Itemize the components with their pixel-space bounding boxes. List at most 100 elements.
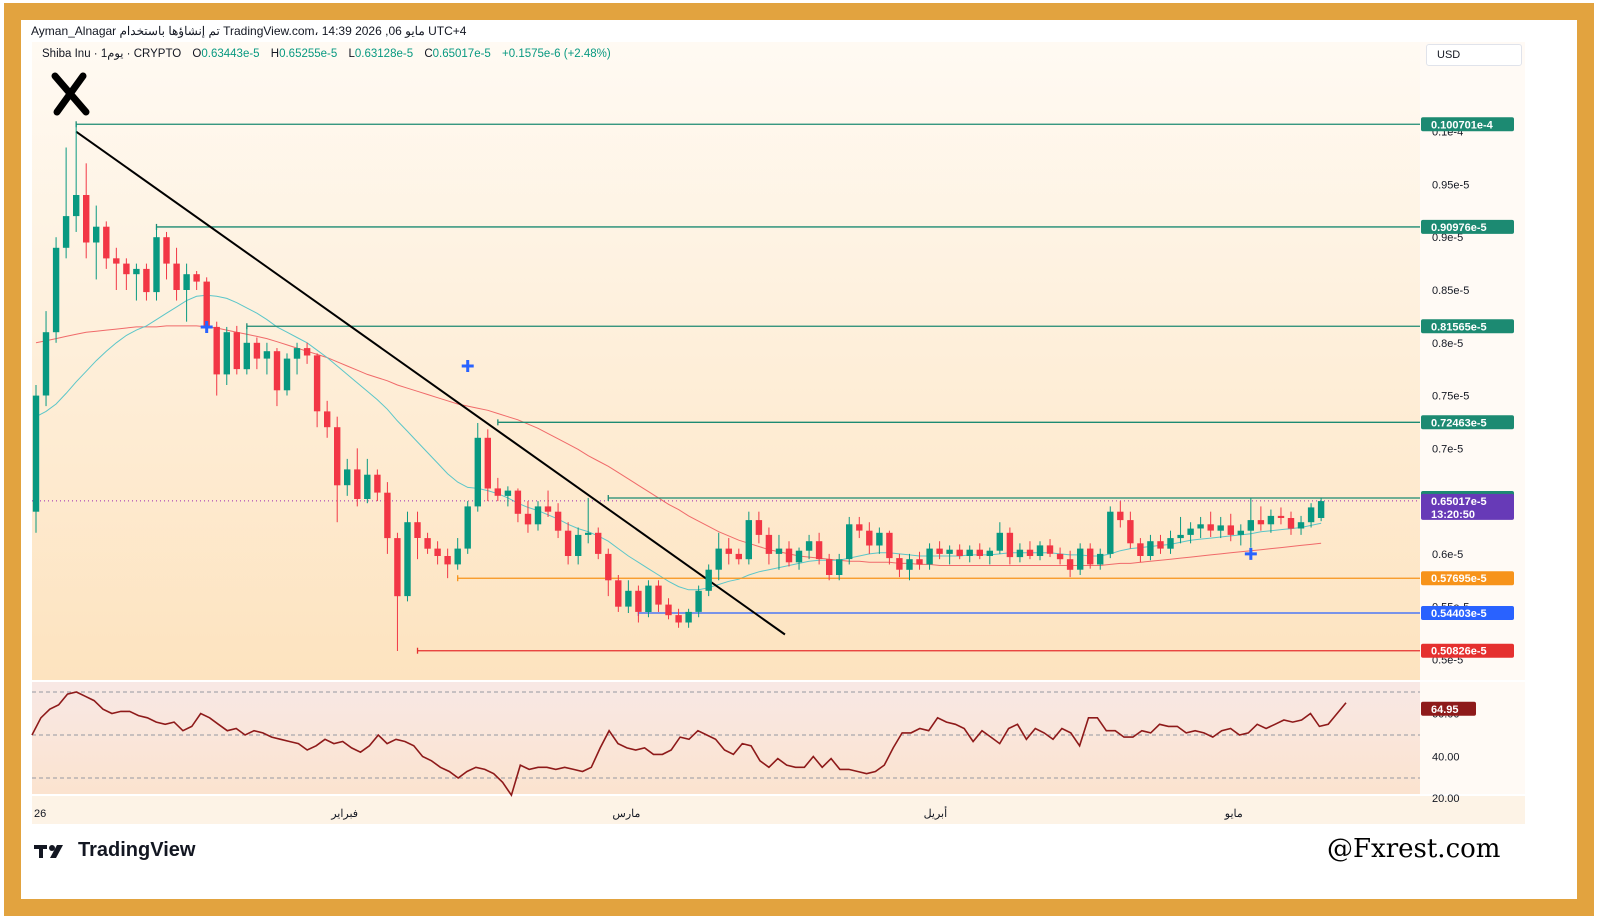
candle-body-123: [1267, 515, 1275, 525]
ma-slow-line: [35, 325, 1322, 566]
candle-body-29: [324, 411, 331, 428]
candle-body-89: [926, 548, 933, 565]
candle-body-105: [1087, 548, 1094, 565]
candle-body-22: [253, 342, 261, 359]
candle-body-39: [424, 538, 431, 549]
candle-body-55: [585, 532, 592, 535]
plus-marker-icon-2: [1244, 547, 1257, 560]
price-pane[interactable]: [32, 42, 1420, 680]
candle-body-26: [293, 348, 301, 359]
candle-body-60: [635, 590, 642, 612]
candle-body-90: [936, 548, 943, 554]
rsi-tick-2: 20.00: [1432, 793, 1460, 805]
price-tick-6: 0.7e-5: [1432, 443, 1463, 455]
trendline: [75, 130, 786, 636]
candle-body-103: [1066, 559, 1074, 570]
candle-body-97: [1006, 532, 1014, 558]
candle-body-100: [1036, 545, 1044, 556]
level-label-bg-1: [1421, 219, 1514, 234]
candle-body-120: [1237, 530, 1244, 535]
candle-body-20: [233, 332, 240, 370]
candle-body-14: [173, 263, 180, 290]
candle-body-51: [544, 506, 552, 512]
candle-body-13: [163, 237, 170, 264]
rsi-pane[interactable]: [32, 682, 1420, 794]
time-label-4: مايو: [1224, 808, 1243, 820]
candle-body-21: [243, 342, 250, 370]
candle-body-46: [494, 488, 501, 496]
level-label-bg-2: [1421, 319, 1514, 334]
candle-body-8: [113, 258, 120, 264]
candle-body-84: [876, 532, 883, 546]
change-value: +0.1575e-6 (+2.48%): [502, 48, 611, 60]
level-label-bg-7: [1421, 643, 1514, 658]
candle-body-76: [795, 550, 803, 563]
rsi-tick-1: 40.00: [1432, 752, 1460, 764]
level-label-6: 0.54403e-5: [1431, 608, 1487, 620]
candle-body-67: [705, 569, 712, 591]
level-label-0: 0.100701e-4: [1431, 119, 1494, 131]
symbol-name[interactable]: Shiba Inu · 1يوم · CRYPTO: [42, 48, 182, 60]
open-value: 0.63443e-5: [201, 48, 260, 60]
candle-body-102: [1056, 553, 1064, 560]
candle-body-118: [1217, 525, 1224, 531]
level-label-7: 0.50826e-5: [1431, 646, 1487, 658]
candle-body-3: [62, 216, 70, 248]
level-label-bg-3: [1421, 415, 1514, 430]
price-tick-5: 0.75e-5: [1432, 391, 1469, 403]
candle-body-35: [384, 492, 391, 539]
rsi-axis-pane[interactable]: [1420, 682, 1525, 794]
candle-body-87: [906, 559, 913, 570]
candle-body-112: [1157, 541, 1164, 549]
candle-body-104: [1077, 548, 1084, 570]
candle-body-116: [1197, 524, 1204, 529]
candle-body-59: [625, 590, 632, 607]
ohlc-legend: Shiba Inu · 1يوم · CRYPTO O0.63443e-5 H0…: [42, 46, 611, 60]
candle-body-12: [153, 237, 160, 293]
candle-body-80: [836, 559, 843, 575]
last-price-label: 0.65017e-5: [1431, 496, 1487, 508]
countdown-label: 13:20:50: [1431, 509, 1475, 521]
candle-body-24: [273, 351, 281, 391]
candle-body-111: [1147, 541, 1154, 556]
candle-body-117: [1207, 524, 1214, 531]
tradingview-logo: TradingView: [34, 839, 195, 862]
time-axis-pane[interactable]: [32, 796, 1525, 824]
level-label-2: 0.81565e-5: [1431, 321, 1487, 333]
candle-body-94: [976, 549, 983, 556]
candle-body-71: [745, 520, 752, 560]
candle-body-127: [1307, 507, 1315, 523]
candle-body-82: [856, 524, 863, 531]
plus-marker-icon-0: [200, 320, 213, 333]
candle-body-107: [1107, 511, 1114, 554]
candle-body-85: [886, 532, 893, 559]
tradingview-brand: TradingView: [78, 839, 196, 861]
candle-body-119: [1227, 525, 1234, 535]
candle-body-28: [313, 355, 321, 412]
candle-body-91: [946, 549, 953, 554]
candle-body-65: [685, 611, 692, 623]
candle-body-63: [665, 604, 672, 616]
candle-body-47: [504, 490, 512, 496]
plus-marker-icon-1: [461, 360, 474, 372]
candle-body-9: [123, 263, 130, 275]
candle-body-41: [444, 556, 451, 565]
level-label-3: 0.72463e-5: [1431, 417, 1487, 429]
candle-body-68: [715, 548, 722, 570]
close-key: C: [424, 48, 433, 60]
rsi-last-label: 64.95: [1431, 704, 1459, 716]
candle-body-23: [263, 351, 271, 359]
author-line: Ayman_Alnagar تم إنشاؤها باستخدام Tradin…: [31, 24, 467, 38]
low-key: L: [348, 48, 355, 60]
candle-body-44: [474, 437, 481, 507]
candle-body-27: [303, 348, 311, 356]
candle-body-6: [93, 226, 100, 243]
price-tick-3: 0.85e-5: [1432, 285, 1469, 297]
currency-button[interactable]: USD: [1426, 44, 1522, 66]
price-tick-4: 0.8e-5: [1432, 338, 1463, 350]
candle-body-124: [1277, 515, 1285, 518]
candle-body-122: [1257, 520, 1265, 525]
candle-body-7: [103, 226, 110, 259]
